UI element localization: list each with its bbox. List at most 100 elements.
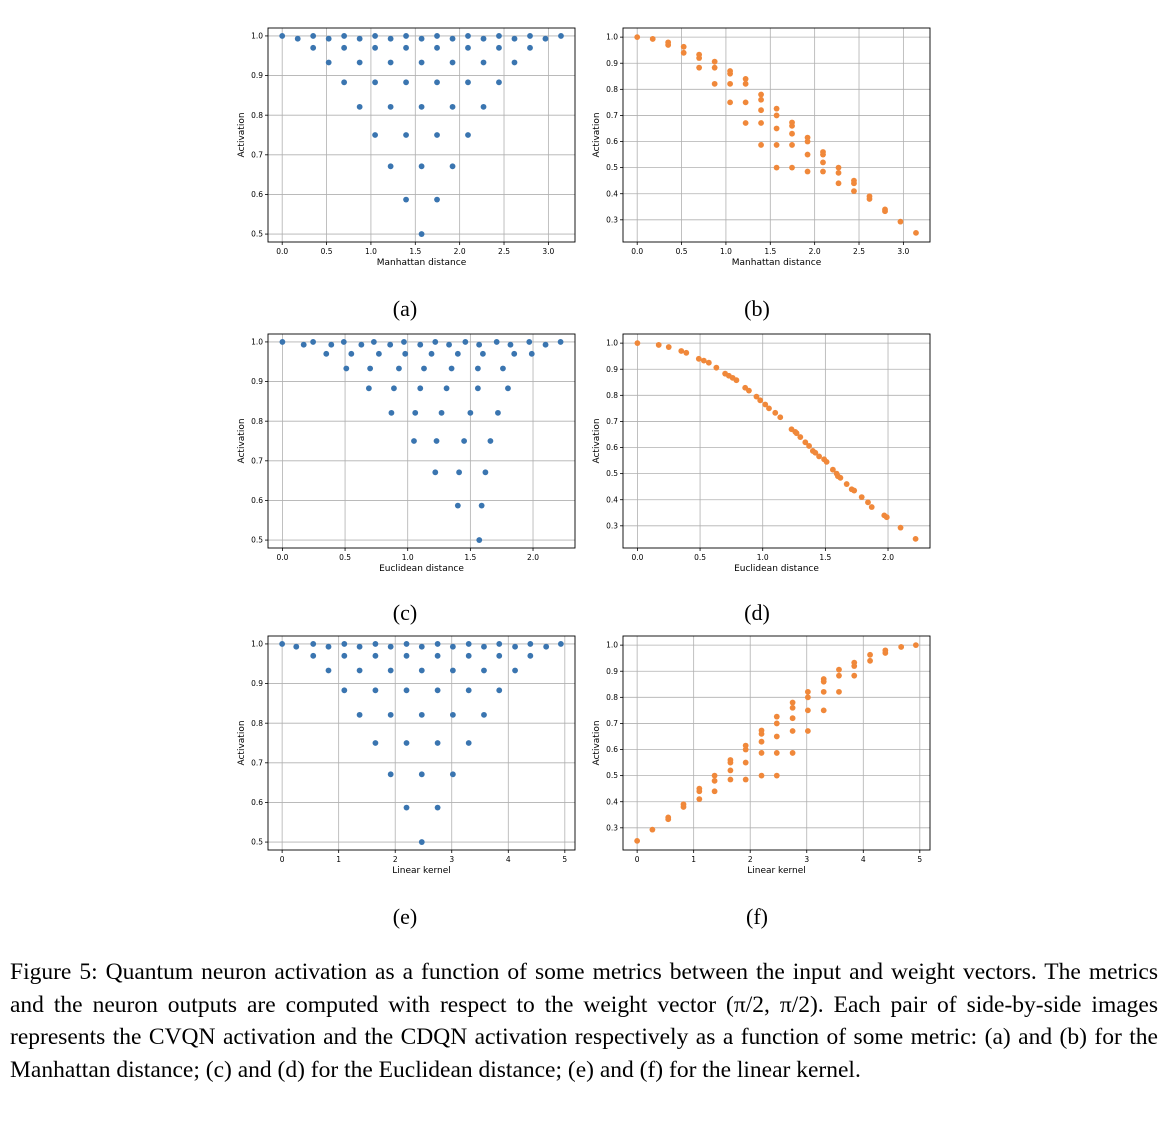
data-point: [428, 350, 435, 357]
data-point: [804, 138, 811, 145]
x-tick-label: 1: [691, 855, 696, 864]
data-point: [456, 469, 462, 476]
data-point: [487, 438, 494, 444]
data-point: [851, 188, 857, 195]
data-point: [465, 641, 472, 647]
data-point: [758, 91, 764, 98]
data-point: [310, 641, 317, 647]
y-tick-label: 0.6: [606, 137, 618, 146]
scatter-plot-f: 0 1 2 3 4 5 0.3 0.4 0.5 0.6 0.7 0.8 0.9 1.0 Linear ker…: [592, 635, 931, 876]
data-point: [696, 785, 703, 792]
data-point: [387, 341, 394, 348]
data-point: [495, 409, 501, 416]
data-point: [449, 163, 456, 170]
data-point: [434, 33, 440, 39]
data-point: [812, 449, 819, 456]
data-point: [372, 44, 378, 51]
data-point: [512, 667, 518, 674]
y-axis-label: Activation: [237, 112, 247, 157]
y-tick-label: 0.7: [251, 150, 263, 159]
y-tick-label: 0.8: [251, 719, 263, 728]
data-point: [481, 711, 487, 718]
data-point: [557, 641, 564, 647]
data-point: [742, 120, 749, 126]
data-point: [293, 643, 300, 650]
data-point: [511, 350, 518, 357]
data-point: [387, 103, 394, 110]
figure-caption: Figure 5: Quantum neuron activation as a…: [10, 959, 1158, 1083]
data-point: [465, 44, 471, 51]
data-point: [527, 33, 533, 39]
x-tick-label: 0.0: [631, 553, 643, 562]
x-tick-label: 1: [336, 855, 341, 864]
data-point: [325, 667, 332, 674]
y-tick-label: 0.3: [606, 521, 618, 530]
data-point: [356, 667, 363, 674]
x-tick-label: 2.0: [527, 553, 539, 562]
data-point: [454, 350, 461, 357]
data-point: [434, 652, 441, 659]
data-point: [758, 738, 765, 745]
data-point: [512, 643, 518, 650]
y-tick-label: 1.0: [606, 33, 618, 42]
data-point: [820, 688, 827, 695]
y-tick-label: 0.9: [251, 679, 263, 688]
data-point: [542, 341, 549, 348]
data-point: [789, 750, 796, 756]
x-tick-label: 4: [861, 855, 866, 864]
x-tick-label: 3.0: [897, 247, 909, 256]
data-point: [829, 466, 836, 473]
x-tick-label: 2: [748, 855, 753, 864]
x-tick-label: 5: [917, 855, 922, 864]
y-tick-label: 1.0: [606, 339, 618, 348]
data-point: [348, 350, 355, 357]
data-point: [418, 231, 425, 237]
data-point: [500, 365, 506, 372]
data-point: [310, 44, 317, 51]
data-point: [461, 438, 468, 444]
data-point: [680, 49, 687, 56]
x-tick-label: 0.5: [676, 247, 688, 256]
y-tick-label: 0.8: [251, 417, 263, 426]
data-point: [396, 365, 402, 372]
data-point: [835, 169, 842, 176]
data-point: [758, 750, 765, 756]
subfigure-label-a: (a): [392, 296, 418, 321]
data-point: [528, 350, 535, 357]
y-axis-label: Activation: [237, 418, 247, 463]
data-point: [356, 711, 363, 718]
x-tick-label: 5: [562, 855, 567, 864]
data-point: [418, 667, 425, 674]
data-point: [820, 151, 826, 158]
data-point: [403, 33, 409, 39]
x-axis-label: Manhattan distance: [732, 258, 822, 268]
data-point: [387, 35, 394, 42]
data-point: [387, 711, 394, 718]
data-point: [372, 652, 379, 659]
data-point: [403, 132, 409, 138]
y-tick-label: 0.8: [606, 85, 618, 94]
data-point: [432, 469, 439, 476]
data-point: [705, 359, 712, 366]
data-point: [820, 168, 826, 175]
data-point: [418, 59, 425, 66]
data-point: [474, 385, 481, 392]
data-point: [742, 75, 749, 82]
data-point: [733, 377, 740, 384]
y-tick-label: 0.9: [251, 71, 263, 80]
data-point: [432, 339, 439, 345]
x-axis-label: Linear kernel: [392, 866, 451, 876]
data-point: [913, 229, 919, 236]
data-point: [835, 164, 842, 171]
data-point: [356, 59, 363, 66]
data-point: [758, 107, 764, 114]
data-point: [341, 33, 348, 39]
plot-frame: [267, 27, 576, 243]
data-point: [443, 385, 450, 392]
data-point: [465, 79, 471, 86]
data-point: [505, 385, 511, 392]
y-tick-label: 1.0: [251, 338, 263, 347]
data-point: [746, 387, 752, 394]
data-point: [481, 667, 487, 674]
data-point: [542, 35, 549, 42]
